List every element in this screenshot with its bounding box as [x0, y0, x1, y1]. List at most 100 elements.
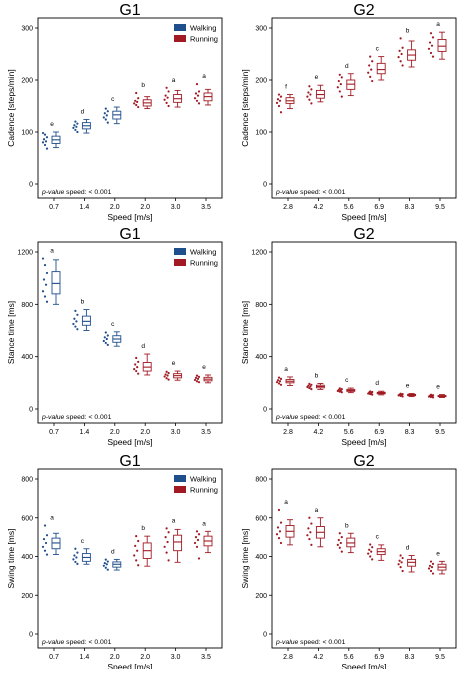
x-axis-label: Speed [m/s] [107, 662, 152, 669]
x-tick-label: 8.3 [405, 429, 415, 436]
data-point [368, 548, 371, 551]
box-group: d [133, 343, 152, 376]
x-tick-label: 8.3 [405, 654, 415, 661]
data-point [429, 51, 433, 55]
data-point [45, 553, 49, 556]
data-point [367, 552, 370, 555]
data-point [279, 377, 283, 381]
p-value-annotation: p-value speed: < 0.001 [41, 189, 112, 196]
data-point [135, 103, 138, 107]
data-point [76, 130, 79, 134]
data-point [306, 534, 309, 537]
y-tick-label: 200 [255, 593, 267, 600]
data-point [167, 559, 170, 562]
data-point [134, 99, 137, 102]
box-group: e [163, 360, 183, 381]
significance-label: c [111, 321, 115, 328]
box-group: c [102, 321, 122, 347]
data-point [41, 290, 45, 293]
y-tick-label: 600 [21, 515, 33, 522]
box-group: a [275, 499, 295, 546]
significance-label: a [172, 517, 176, 524]
data-point [76, 562, 79, 565]
significance-label: e [50, 121, 54, 128]
data-point [371, 558, 374, 561]
data-point [398, 49, 401, 52]
data-point [43, 549, 47, 552]
data-point [279, 111, 283, 114]
data-point [194, 376, 198, 379]
iqr-box [173, 534, 183, 552]
data-point [277, 93, 281, 96]
data-point [310, 522, 313, 525]
data-point [398, 559, 401, 562]
significance-label: b [406, 27, 410, 34]
data-point [195, 374, 199, 377]
data-point [104, 118, 107, 121]
x-tick-label: 5.6 [344, 429, 354, 436]
data-point [137, 97, 140, 100]
plot-frame [37, 241, 223, 424]
data-point [431, 562, 435, 565]
data-point [428, 41, 432, 44]
data-point [106, 334, 109, 337]
data-point [137, 360, 140, 363]
data-point [135, 91, 138, 95]
legend-swatch [174, 259, 186, 266]
plot-frame [37, 17, 223, 199]
data-point [397, 56, 400, 59]
p-value-annotation: p-value speed: < 0.001 [41, 414, 112, 421]
data-point [135, 559, 138, 562]
data-point [336, 543, 339, 546]
data-point [166, 374, 169, 377]
box-group: a [41, 248, 61, 305]
x-tick-label: 2.0 [110, 429, 120, 436]
data-point [75, 556, 78, 559]
chart-panel: G1 0 100 200 300 Cadence [steps/min] 0.7 1.4 2.0… [6, 2, 223, 222]
data-point [74, 325, 77, 328]
chart-panel: G2 0 100 200 300 Cadence [steps/min] 2.8 4.2 5.6… [240, 2, 457, 222]
data-point [43, 524, 47, 527]
box-group: a [163, 77, 183, 108]
chart-title: G2 [353, 226, 374, 243]
data-point [195, 545, 199, 548]
y-tick-label: 200 [21, 78, 33, 85]
x-tick-label: 6.9 [374, 654, 384, 661]
y-axis-label: Cadence [steps/min] [6, 69, 16, 146]
data-point [279, 95, 283, 98]
x-tick-label: 2.8 [283, 654, 293, 661]
x-tick-label: 6.9 [374, 204, 384, 211]
data-point [370, 68, 373, 71]
data-point [338, 73, 341, 76]
data-point [340, 536, 343, 539]
data-point [197, 90, 201, 93]
data-point [104, 341, 107, 345]
data-point [163, 545, 166, 548]
data-point [76, 551, 79, 554]
x-tick-label: 3.0 [171, 654, 181, 661]
y-axis-label: Stance time [ms] [6, 301, 16, 364]
data-point [276, 379, 280, 382]
data-point [340, 76, 343, 79]
box-group: d [336, 63, 356, 98]
box-group: f [275, 84, 295, 114]
significance-label: d [111, 548, 115, 555]
data-point [370, 550, 373, 553]
data-point [369, 75, 372, 78]
significance-label: d [375, 380, 379, 387]
data-point [339, 83, 342, 86]
data-point [133, 367, 136, 371]
data-point [164, 373, 167, 376]
data-point [135, 356, 138, 360]
data-point [307, 527, 310, 530]
data-point [310, 88, 313, 91]
data-point [310, 388, 313, 391]
data-point [368, 64, 371, 67]
chart-panel: G1 0 200 400 600 800 Swing time [ms] 0.7 1.4 2.0 2… [6, 453, 223, 672]
data-point [43, 143, 47, 147]
data-point [45, 136, 49, 139]
data-point [137, 564, 140, 567]
y-tick-label: 0 [29, 182, 33, 189]
data-point [165, 101, 168, 104]
y-axis-label: Cadence [steps/min] [240, 69, 250, 146]
